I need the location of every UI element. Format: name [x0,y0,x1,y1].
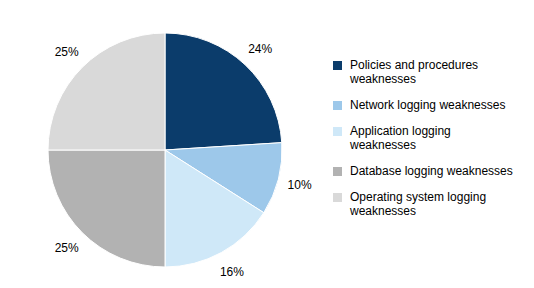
html-text:Database logging weaknesses: Database logging weaknesses [350,164,513,178]
svg-text:16%: 16% [220,265,244,279]
html-text:Policies and procedures weakne: Policies and procedures weaknesses [350,58,479,86]
html-text:Network logging weaknesses: Network logging weaknesses [350,98,506,112]
svg-text:25%: 25% [55,45,79,59]
svg-text:24%: 24% [248,42,272,56]
svg-text:10%: 10% [288,178,312,192]
svg-text:25%: 25% [55,241,79,255]
html-text:Operating system logging weakn: Operating system logging weaknesses [350,190,487,218]
html-text:Application logging weaknesses: Application logging weaknesses [350,124,451,152]
